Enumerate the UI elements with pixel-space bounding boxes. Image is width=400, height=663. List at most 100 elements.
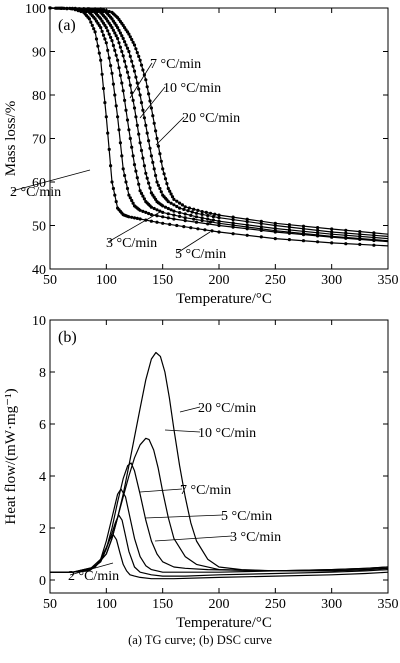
data-point	[138, 217, 142, 221]
data-point	[194, 220, 199, 224]
dsc-chart: 50 100 150 200 250 300 350 0 2 4 6 8 10 Temperature/°…	[3, 314, 399, 631]
y-tick-label: 40	[32, 263, 46, 278]
data-point	[107, 9, 111, 14]
rate-annotation: 3 °C/min	[230, 530, 281, 545]
data-point	[166, 186, 170, 191]
data-point	[186, 209, 190, 213]
data-point	[301, 224, 306, 228]
data-point	[168, 189, 172, 193]
data-point	[183, 205, 187, 209]
x-tick-label: 100	[96, 597, 117, 612]
y-tick-label: 50	[32, 220, 46, 235]
data-point	[130, 59, 134, 63]
series-line	[50, 488, 389, 573]
data-point	[178, 206, 182, 210]
x-tick-label: 150	[152, 597, 173, 612]
data-point	[109, 164, 113, 168]
data-point	[152, 206, 156, 211]
data-point	[172, 197, 176, 201]
data-point	[204, 210, 208, 214]
data-point	[163, 205, 168, 209]
data-point	[130, 145, 134, 149]
data-point	[138, 58, 142, 62]
data-point	[117, 66, 121, 70]
annotation-leader	[107, 211, 161, 243]
x-tick-label: 250	[265, 597, 286, 612]
data-point	[138, 208, 142, 212]
data-point	[192, 217, 196, 221]
data-point	[208, 211, 213, 215]
data-point	[210, 229, 214, 233]
annotation-leader	[176, 231, 211, 254]
data-point	[149, 213, 153, 217]
data-point	[200, 216, 204, 220]
data-point	[124, 108, 128, 112]
data-point	[116, 58, 120, 62]
data-point	[114, 53, 118, 57]
data-point	[208, 220, 213, 224]
data-point	[101, 33, 106, 37]
y-tick-label: 6	[39, 418, 46, 433]
data-point	[154, 129, 158, 133]
data-point	[196, 227, 200, 231]
data-point	[148, 146, 152, 150]
data-point	[169, 201, 173, 205]
data-point	[194, 211, 199, 215]
data-point	[131, 40, 135, 44]
data-point	[110, 71, 114, 75]
annotation-leader	[155, 116, 185, 146]
data-point	[134, 47, 138, 51]
data-point	[104, 9, 108, 13]
data-point	[273, 226, 277, 231]
data-point	[161, 204, 165, 208]
data-point	[259, 221, 263, 226]
data-point	[196, 208, 200, 212]
data-point	[139, 191, 144, 195]
x-tick-label: 50	[43, 273, 57, 288]
annotation-leader	[69, 562, 114, 576]
tg-chart: 50100150200250300350405060708090100Tempe…	[3, 2, 399, 307]
data-point	[127, 215, 131, 219]
x-tick-label: 350	[378, 273, 399, 288]
rate-annotation: 10 °C/min	[163, 81, 221, 96]
data-point	[144, 171, 148, 175]
data-point	[182, 225, 186, 229]
y-tick-label: 0	[39, 574, 46, 589]
data-point	[145, 85, 149, 89]
data-point	[61, 6, 65, 10]
x-tick-label: 250	[265, 273, 286, 288]
data-point	[101, 8, 106, 12]
data-point	[330, 227, 334, 231]
data-point	[100, 29, 104, 33]
series-line	[50, 462, 389, 573]
data-point	[141, 194, 145, 198]
data-point	[117, 28, 121, 32]
annotation-leader	[164, 429, 201, 433]
y-tick-label: 100	[25, 2, 46, 17]
data-point	[155, 136, 159, 141]
data-point	[144, 210, 148, 214]
data-point	[131, 154, 135, 158]
data-point	[87, 17, 91, 21]
data-point	[92, 27, 96, 31]
data-point	[113, 31, 117, 35]
data-point	[132, 216, 137, 220]
data-point	[231, 215, 235, 219]
data-point	[245, 220, 249, 224]
data-point	[149, 219, 153, 223]
data-point	[372, 243, 376, 247]
data-point	[142, 197, 146, 201]
data-point	[121, 167, 125, 171]
annotation-leader	[129, 62, 153, 99]
data-point	[106, 48, 110, 53]
data-point	[141, 68, 145, 72]
data-point	[104, 41, 108, 45]
data-point	[259, 225, 263, 229]
data-point	[111, 82, 115, 86]
data-point	[330, 232, 334, 236]
data-point	[149, 154, 153, 158]
data-point	[139, 63, 144, 67]
data-point	[217, 216, 221, 220]
series-line	[50, 351, 389, 573]
data-point	[123, 40, 127, 44]
